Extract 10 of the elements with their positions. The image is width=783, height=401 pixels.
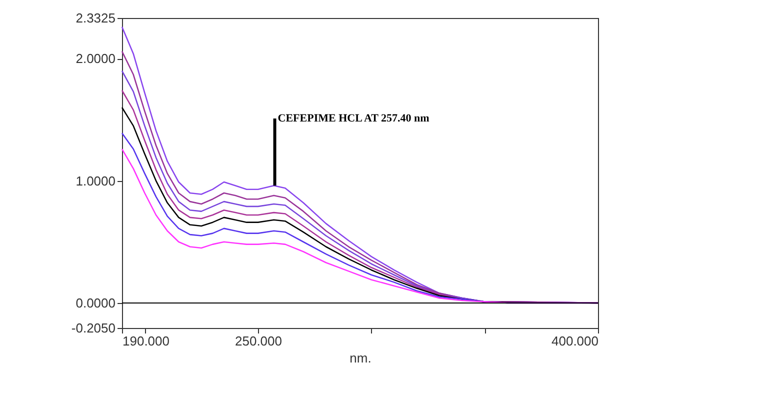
- y-tick-label: -0.2050: [71, 320, 116, 336]
- x-axis-title: nm.: [350, 350, 372, 366]
- y-tick-label: 2.3325: [76, 10, 116, 26]
- y-tick-label: 2.0000: [76, 51, 116, 66]
- x-tick-label: 250.000: [235, 334, 282, 348]
- x-tick-label: 190.000: [122, 334, 170, 348]
- x-tick-label: 400.000: [552, 334, 598, 348]
- y-tick-label: 0.0000: [76, 295, 116, 310]
- y-tick-label: 1.0000: [76, 173, 116, 188]
- annotation: CEFEPIME HCL AT 257.40 nm: [278, 112, 430, 124]
